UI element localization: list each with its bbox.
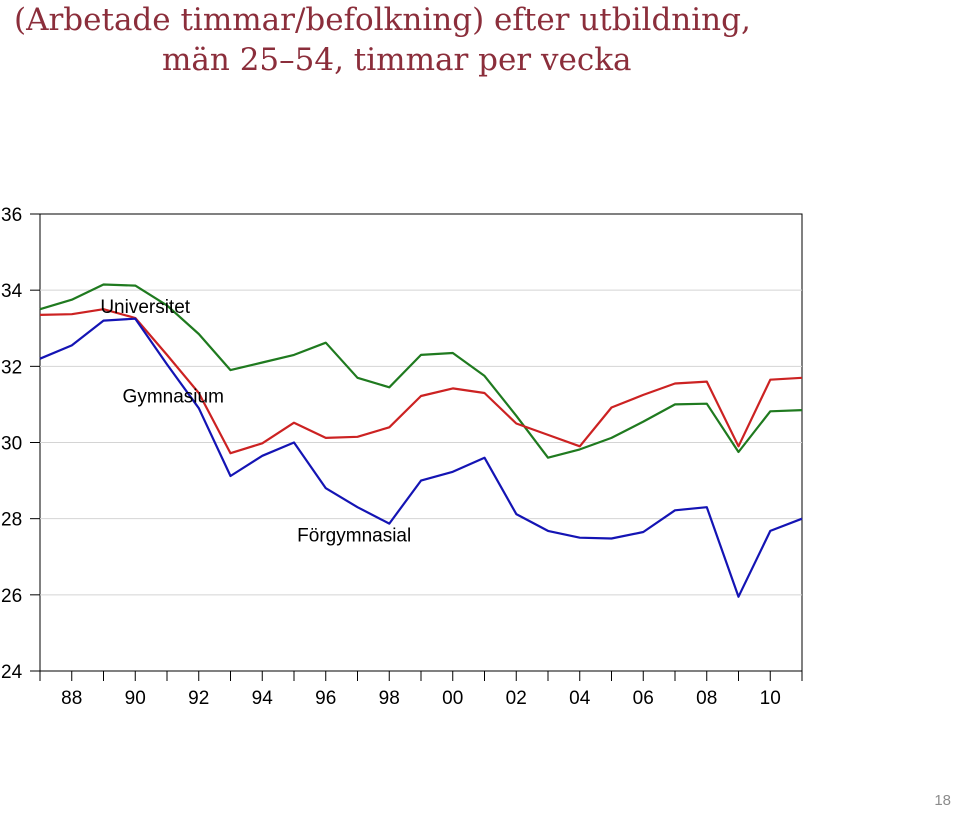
x-tick-label: 00 <box>442 688 463 709</box>
x-tick-label: 90 <box>125 688 146 709</box>
series-label: Universitet <box>100 297 190 318</box>
y-tick-label: 28 <box>1 510 22 531</box>
series-labels: Universitet Gymnasium Förgymnasial <box>100 297 411 547</box>
x-tick-label: 92 <box>188 688 209 709</box>
gridlines <box>40 289 802 596</box>
series-lines <box>39 283 803 598</box>
series-line-3 <box>39 317 803 598</box>
series-label: Gymnasium <box>123 387 224 408</box>
y-tick-label: 34 <box>1 281 23 302</box>
x-tick-label: 06 <box>633 688 654 709</box>
y-tick-label: 32 <box>1 357 22 378</box>
x-tick-label: 88 <box>61 688 82 709</box>
x-axis: 88 90 92 94 96 98 00 02 04 06 08 10 <box>39 671 803 709</box>
x-tick-label: 04 <box>569 688 591 709</box>
page-number: 18 <box>934 792 951 809</box>
series-line-2 <box>39 308 803 455</box>
x-tick-label: 96 <box>315 688 336 709</box>
series-line-1 <box>39 283 803 459</box>
x-tick-label: 08 <box>696 688 717 709</box>
x-tick-label: 94 <box>252 688 274 709</box>
y-tick-label: 36 <box>1 205 22 226</box>
title-line-1: (Arbetade timmar/befolkning) efter utbil… <box>14 2 751 38</box>
x-tick-label: 98 <box>379 688 400 709</box>
series-label: Förgymnasial <box>297 526 411 547</box>
x-tick-label: 02 <box>506 688 527 709</box>
title-line-2: män 25–54, timmar per vecka <box>162 42 632 78</box>
y-tick-label: 24 <box>1 662 23 683</box>
y-tick-label: 26 <box>1 586 22 607</box>
y-tick-label: 30 <box>1 434 22 455</box>
y-axis: 24 26 28 30 32 34 36 <box>1 205 40 683</box>
x-tick-label: 10 <box>760 688 781 709</box>
